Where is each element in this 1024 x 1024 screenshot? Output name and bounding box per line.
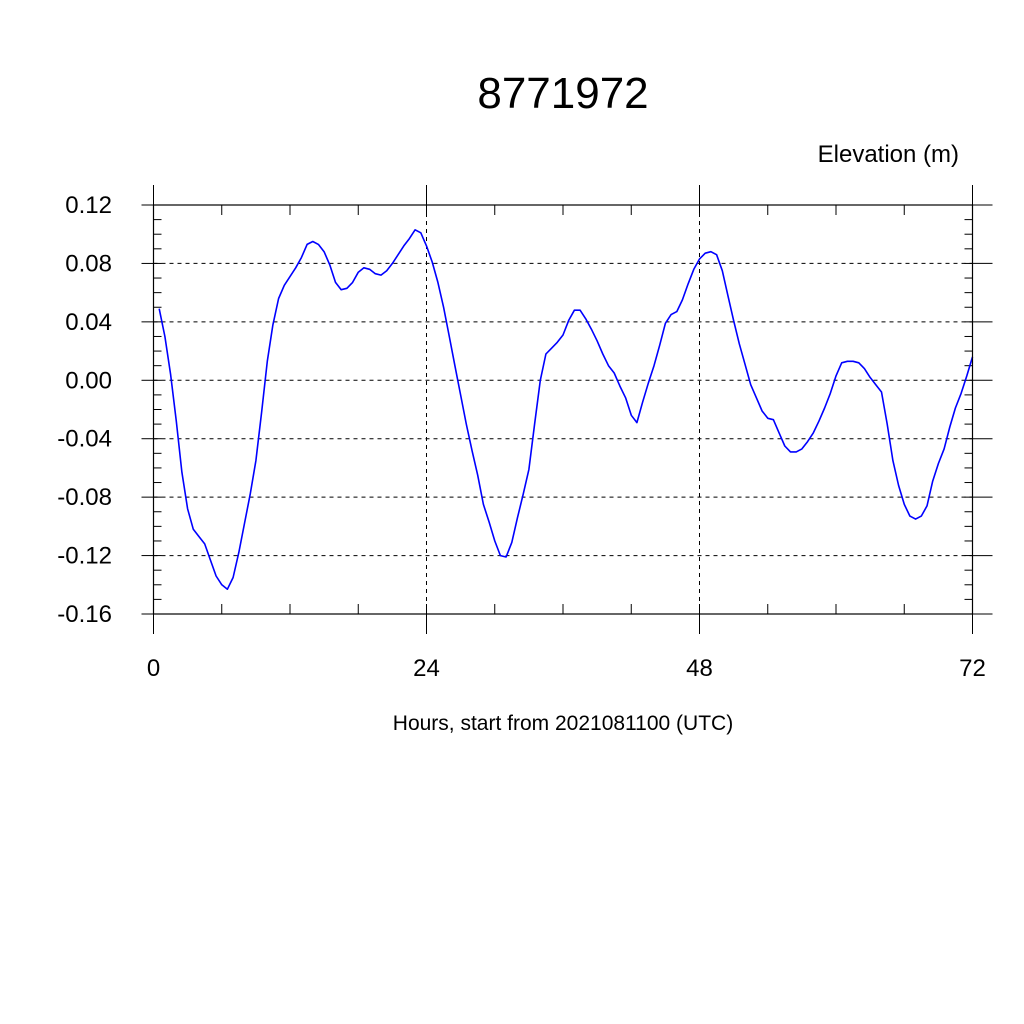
y-tick-label: 0.04 — [65, 309, 112, 336]
y-tick-label: -0.04 — [57, 426, 112, 453]
y-tick-label: -0.12 — [57, 543, 112, 570]
x-axis-title: Hours, start from 2021081100 (UTC) — [393, 712, 733, 735]
chart-title: 8771972 — [477, 69, 648, 118]
x-tick-label: 0 — [147, 655, 160, 682]
y-tick-label: 0.12 — [65, 192, 112, 219]
series-line — [158, 229, 974, 591]
y-axis-unit-label: Elevation (m) — [818, 141, 959, 168]
y-tick-label: 0.08 — [65, 250, 112, 277]
x-tick-label: 24 — [413, 655, 440, 682]
y-tick-label: 0.00 — [65, 367, 112, 394]
y-tick-label: -0.08 — [57, 484, 112, 511]
x-tick-label: 48 — [686, 655, 713, 682]
x-tick-label: 72 — [959, 655, 986, 682]
plot-frame — [152, 204, 974, 615]
y-tick-label: -0.16 — [57, 601, 112, 628]
